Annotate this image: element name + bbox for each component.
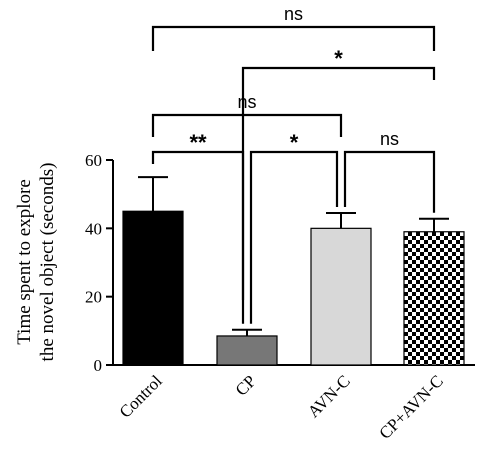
significance-bracket [151,113,343,137]
y-tick-label: 40 [85,219,102,238]
y-axis-label: Time spent to explore the novel object (s… [14,163,58,362]
bars [122,210,465,366]
y-axis-label-line: Time spent to explore [14,179,35,345]
significance-label: ns [380,129,399,149]
x-tick-label: AVN-C [304,371,354,421]
y-axis-label-line: the novel object (seconds) [37,163,58,362]
significance-bracket [241,66,436,300]
significance-bracket [151,25,436,51]
significance-label: * [334,46,343,71]
bar [310,227,372,366]
significance-label: ** [189,130,207,155]
x-tick-label: CP+AVN-C [375,371,446,442]
x-tick-labels: Control CP AVN-C CP+AVN-C [116,371,447,443]
y-tick-label: 20 [85,288,102,307]
y-tick-label: 0 [94,356,103,375]
bar [216,335,278,366]
bar [122,210,184,366]
bar [403,231,465,366]
y-tick-label: 60 [85,151,102,170]
significance-label: ns [237,92,256,112]
x-tick-label: Control [116,371,166,421]
significance-label: ns [284,4,303,24]
significance-bracket [343,150,436,213]
significance-label: * [290,130,299,155]
significance-bracket [249,150,339,324]
x-tick-label: CP [232,371,260,399]
error-bars [138,176,449,336]
